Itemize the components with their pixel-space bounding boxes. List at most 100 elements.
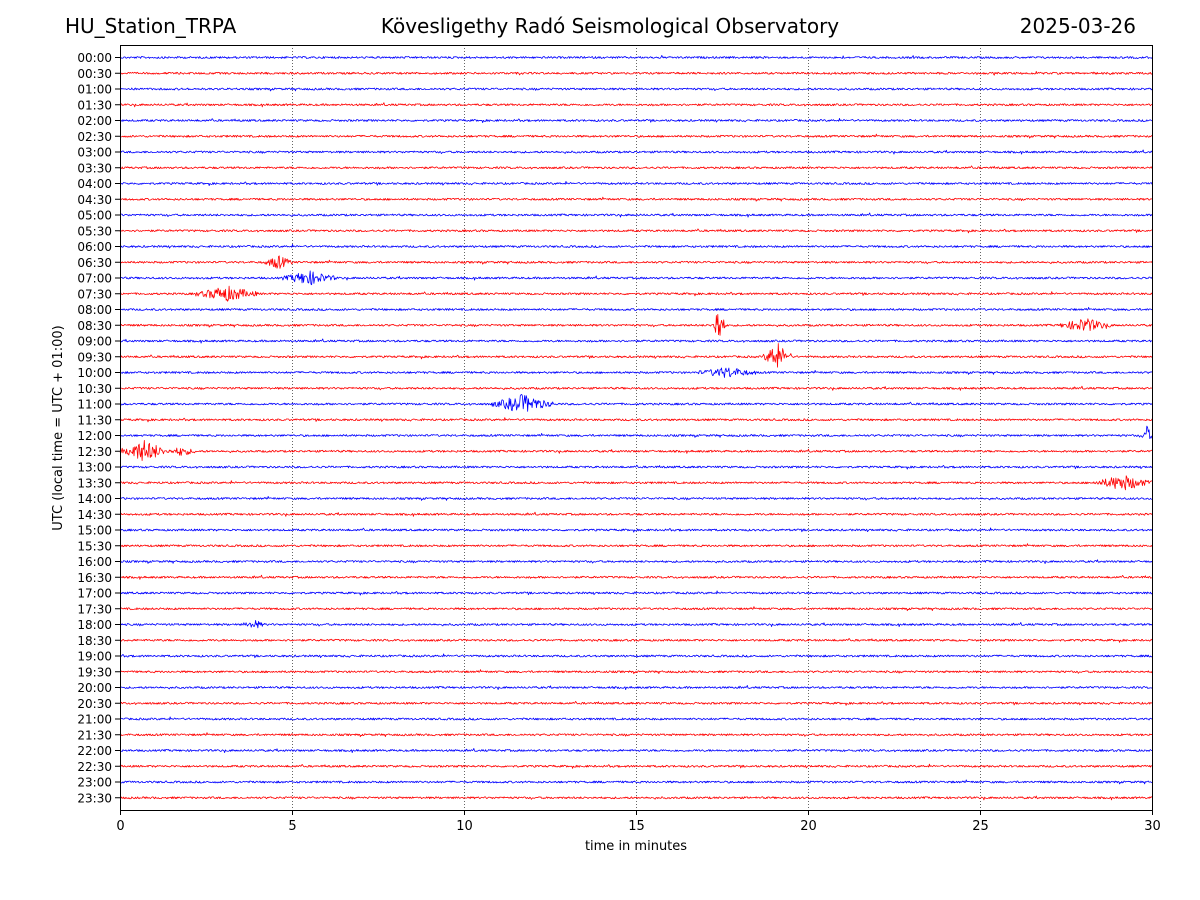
trace-04:30 (119, 196, 1153, 202)
trace-18:00 (119, 620, 1153, 629)
trace-03:30 (119, 165, 1153, 170)
y-tick-label-12:30: 12:30 (77, 445, 112, 459)
x-tick-label-10: 10 (456, 819, 473, 834)
y-tick-label-22:30: 22:30 (77, 760, 112, 774)
y-tick-label-01:30: 01:30 (77, 98, 112, 112)
trace-10:00 (119, 367, 1153, 378)
trace-18:30 (119, 637, 1153, 643)
y-tick-label-03:30: 03:30 (77, 161, 112, 175)
y-tick-label-16:00: 16:00 (77, 555, 112, 569)
trace-17:30 (119, 606, 1153, 612)
y-tick-label-05:00: 05:00 (77, 209, 112, 223)
trace-19:30 (119, 669, 1153, 675)
y-tick-label-02:30: 02:30 (77, 130, 112, 144)
x-tick-label-15: 15 (628, 819, 645, 834)
y-tick-label-13:30: 13:30 (77, 476, 112, 490)
y-tick-label-13:00: 13:00 (77, 461, 112, 475)
y-tick-label-21:00: 21:00 (77, 713, 112, 727)
trace-22:00 (119, 748, 1153, 754)
y-tick-label-02:00: 02:00 (77, 114, 112, 128)
y-tick-label-04:30: 04:30 (77, 193, 112, 207)
trace-13:30 (119, 475, 1153, 491)
trace-05:30 (119, 228, 1153, 234)
trace-06:00 (119, 244, 1153, 249)
x-tick-labels: 0 5 10 15 20 25 30 (116, 810, 1161, 834)
y-tick-label-12:00: 12:00 (77, 429, 112, 443)
trace-16:30 (119, 574, 1153, 580)
y-axis-label: UTC (local time = UTC + 01:00) (51, 325, 66, 530)
y-tick-label-19:30: 19:30 (77, 665, 112, 679)
trace-15:30 (119, 543, 1153, 548)
trace-04:00 (119, 181, 1153, 186)
trace-16:00 (119, 559, 1153, 564)
trace-14:30 (119, 511, 1153, 517)
y-tick-label-07:00: 07:00 (77, 272, 112, 286)
trace-23:30 (119, 795, 1153, 801)
y-tick-label-09:30: 09:30 (77, 350, 112, 364)
trace-00:30 (119, 70, 1153, 76)
traces (119, 54, 1153, 801)
y-tick-label-18:00: 18:00 (77, 618, 112, 632)
x-tick-label-30: 30 (1144, 819, 1161, 834)
trace-20:30 (119, 700, 1153, 706)
x-tick-label-0: 0 (116, 819, 124, 834)
trace-12:30 (119, 439, 1153, 461)
trace-01:30 (119, 102, 1153, 108)
x-axis-label: time in minutes (585, 839, 687, 854)
y-tick-label-09:00: 09:00 (77, 335, 112, 349)
trace-22:30 (119, 763, 1153, 769)
y-tick-label-19:00: 19:00 (77, 650, 112, 664)
trace-05:00 (119, 212, 1153, 218)
trace-10:30 (119, 385, 1153, 391)
trace-23:00 (119, 779, 1153, 785)
trace-11:00 (119, 394, 1153, 412)
y-tick-label-14:00: 14:00 (77, 492, 112, 506)
y-tick-label-23:00: 23:00 (77, 776, 112, 790)
y-tick-label-15:30: 15:30 (77, 539, 112, 553)
trace-02:00 (119, 118, 1153, 123)
trace-07:30 (119, 285, 1153, 302)
y-tick-label-00:00: 00:00 (77, 51, 112, 65)
trace-11:30 (119, 417, 1153, 423)
trace-08:30 (119, 313, 1153, 336)
y-tick-label-17:00: 17:00 (77, 587, 112, 601)
trace-01:00 (119, 87, 1153, 92)
y-tick-label-10:30: 10:30 (77, 382, 112, 396)
y-tick-label-16:30: 16:30 (77, 571, 112, 585)
y-tick-label-03:00: 03:00 (77, 146, 112, 160)
trace-09:00 (119, 338, 1153, 344)
y-tick-label-11:00: 11:00 (77, 398, 112, 412)
trace-15:00 (119, 527, 1153, 533)
x-tick-label-20: 20 (800, 819, 817, 834)
y-tick-label-04:00: 04:00 (77, 177, 112, 191)
y-tick-label-06:00: 06:00 (77, 240, 112, 254)
trace-17:00 (119, 590, 1153, 596)
trace-03:00 (119, 149, 1153, 155)
trace-12:00 (119, 425, 1153, 440)
y-tick-label-08:30: 08:30 (77, 319, 112, 333)
y-tick-label-14:30: 14:30 (77, 508, 112, 522)
y-tick-label-00:30: 00:30 (77, 67, 112, 81)
trace-08:00 (119, 306, 1153, 311)
y-tick-label-07:30: 07:30 (77, 287, 112, 301)
y-tick-label-20:30: 20:30 (77, 697, 112, 711)
y-tick-label-01:00: 01:00 (77, 83, 112, 97)
y-tick-label-05:30: 05:30 (77, 224, 112, 238)
trace-00:00 (119, 54, 1153, 59)
y-tick-label-15:00: 15:00 (77, 524, 112, 538)
trace-09:30 (119, 343, 1153, 368)
gridlines (292, 45, 981, 810)
trace-21:30 (119, 732, 1153, 738)
trace-07:00 (119, 270, 1153, 286)
y-tick-label-08:00: 08:00 (77, 303, 112, 317)
trace-20:00 (119, 685, 1153, 691)
x-tick-label-5: 5 (288, 819, 296, 834)
axes-frame (120, 45, 1153, 811)
y-tick-label-20:00: 20:00 (77, 681, 112, 695)
trace-13:00 (119, 464, 1153, 470)
trace-06:30 (119, 255, 1153, 269)
y-tick-label-21:30: 21:30 (77, 728, 112, 742)
y-tick-label-17:30: 17:30 (77, 602, 112, 616)
